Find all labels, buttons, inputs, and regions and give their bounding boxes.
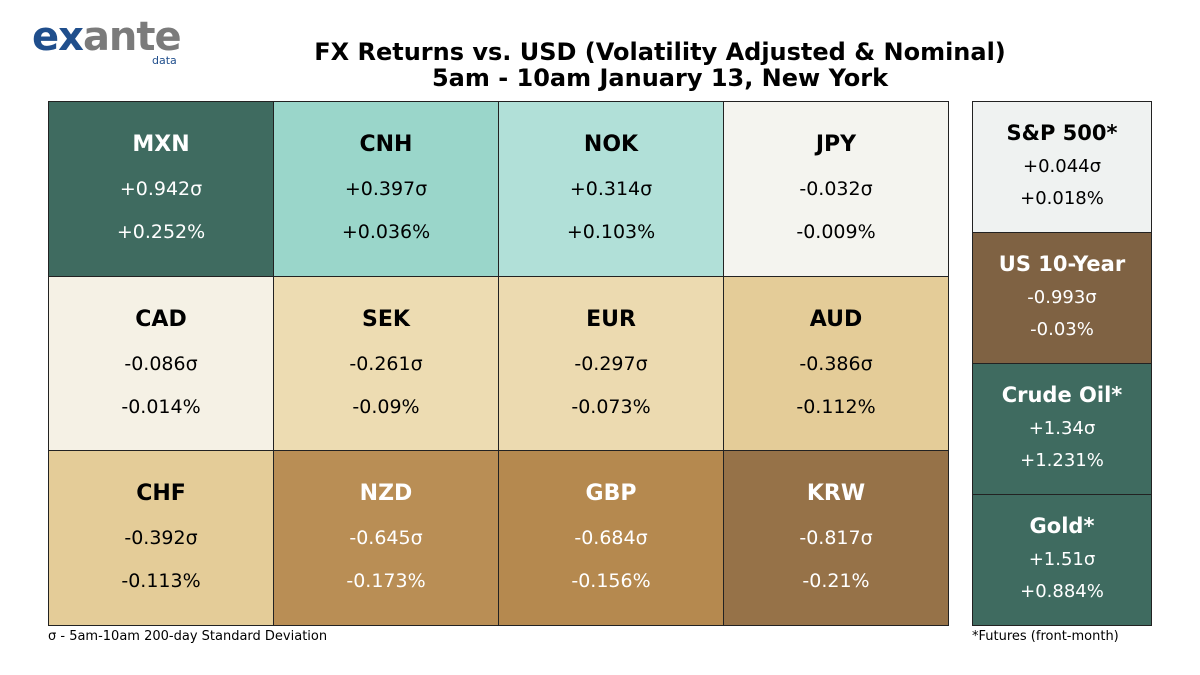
fx-tile-nok: NOK +0.314σ +0.103% [498,101,724,277]
fx-sigma-return: -0.032σ [799,178,873,200]
asset-tile-s-p-500: S&P 500* +0.044σ +0.018% [972,101,1152,233]
logo-wordmark: exante [32,14,182,60]
fx-tile-chf: CHF -0.392σ -0.113% [48,450,274,626]
asset-tile-gold: Gold* +1.51σ +0.884% [972,494,1152,626]
asset-tile-crude-oil: Crude Oil* +1.34σ +1.231% [972,363,1152,495]
fx-code: AUD [809,306,863,332]
fx-code: NOK [583,132,639,157]
fx-tile-nzd: NZD -0.645σ -0.173% [273,450,499,626]
fx-code: JPY [815,132,857,157]
fx-nominal-return: -0.113% [121,570,201,592]
fx-sigma-return: -0.386σ [799,352,873,375]
chart-subtitle: 5am - 10am January 13, New York [431,64,889,92]
fx-tile-sek: SEK -0.261σ -0.09% [273,275,499,451]
fx-tile-krw: KRW -0.817σ -0.21% [723,450,949,626]
fx-code: CAD [135,306,187,332]
asset-panel: S&P 500* +0.044σ +0.018% US 10-Year -0.993σ -… [972,101,1152,626]
asset-code: US 10-Year [998,252,1126,276]
fx-code: MXN [132,132,190,157]
fx-tile-mxn: MXN +0.942σ +0.252% [48,101,274,277]
fx-tile-aud: AUD -0.386σ -0.112% [723,275,949,451]
asset-code: S&P 500* [1006,121,1118,145]
fx-sigma-return: +0.942σ [119,178,203,200]
fx-tile-cnh: CNH +0.397σ +0.036% [273,101,499,277]
fx-tile-eur: EUR -0.297σ -0.073% [498,275,724,451]
asset-sigma-return: +0.044σ [1022,156,1102,177]
fx-nominal-return: -0.112% [796,395,876,418]
fx-code: EUR [586,306,636,332]
asset-sigma-return: -0.993σ [1027,287,1097,308]
asset-code: Gold* [1029,514,1095,538]
fx-sigma-return: -0.684σ [574,527,648,549]
fx-code: SEK [362,306,410,332]
fx-sigma-return: -0.297σ [574,352,648,375]
logo-wordmark-ante: ante [82,14,182,60]
asset-nominal-return: +0.018% [1020,188,1104,209]
fx-nominal-return: -0.21% [802,570,870,592]
chart-title: FX Returns vs. USD (Volatility Adjusted … [314,38,1006,66]
fx-code: KRW [806,481,866,506]
fx-code: GBP [585,481,637,506]
fx-sigma-return: -0.392σ [124,527,198,549]
exante-logo: exante data [32,14,182,67]
fx-code: NZD [359,481,413,506]
fx-heatmap-grid: MXN +0.942σ +0.252% CNH +0.397σ +0.036% NOK +0.… [48,101,949,626]
fx-code: CHF [136,481,186,506]
fx-tile-gbp: GBP -0.684σ -0.156% [498,450,724,626]
fx-nominal-return: +0.036% [341,221,431,243]
sigma-footnote: σ - 5am-10am 200-day Standard Deviation [48,629,328,644]
futures-footnote: *Futures (front-month) [972,629,1119,644]
fx-nominal-return: -0.09% [352,395,420,418]
fx-sigma-return: -0.817σ [799,527,873,549]
fx-nominal-return: -0.173% [346,570,426,592]
logo-wordmark-ex: ex [32,14,84,60]
asset-tile-us-10-year: US 10-Year -0.993σ -0.03% [972,232,1152,364]
asset-sigma-return: +1.34σ [1028,418,1096,439]
fx-nominal-return: -0.014% [121,395,201,418]
fx-nominal-return: +0.252% [116,221,206,243]
fx-code: CNH [359,132,413,157]
fx-nominal-return: -0.073% [571,395,651,418]
asset-nominal-return: -0.03% [1030,319,1094,340]
fx-nominal-return: -0.156% [571,570,651,592]
asset-sigma-return: +1.51σ [1028,549,1096,570]
fx-tile-cad: CAD -0.086σ -0.014% [48,275,274,451]
fx-tile-jpy: JPY -0.032σ -0.009% [723,101,949,277]
fx-sigma-return: +0.314σ [569,178,653,200]
logo-subtitle: data [152,54,177,67]
fx-sigma-return: -0.086σ [124,352,198,375]
fx-sigma-return: -0.645σ [349,527,423,549]
fx-nominal-return: +0.103% [566,221,656,243]
fx-sigma-return: +0.397σ [344,178,428,200]
asset-nominal-return: +0.884% [1020,581,1104,602]
asset-code: Crude Oil* [1001,383,1123,407]
asset-nominal-return: +1.231% [1020,450,1104,471]
fx-sigma-return: -0.261σ [349,352,423,375]
fx-nominal-return: -0.009% [796,221,876,243]
